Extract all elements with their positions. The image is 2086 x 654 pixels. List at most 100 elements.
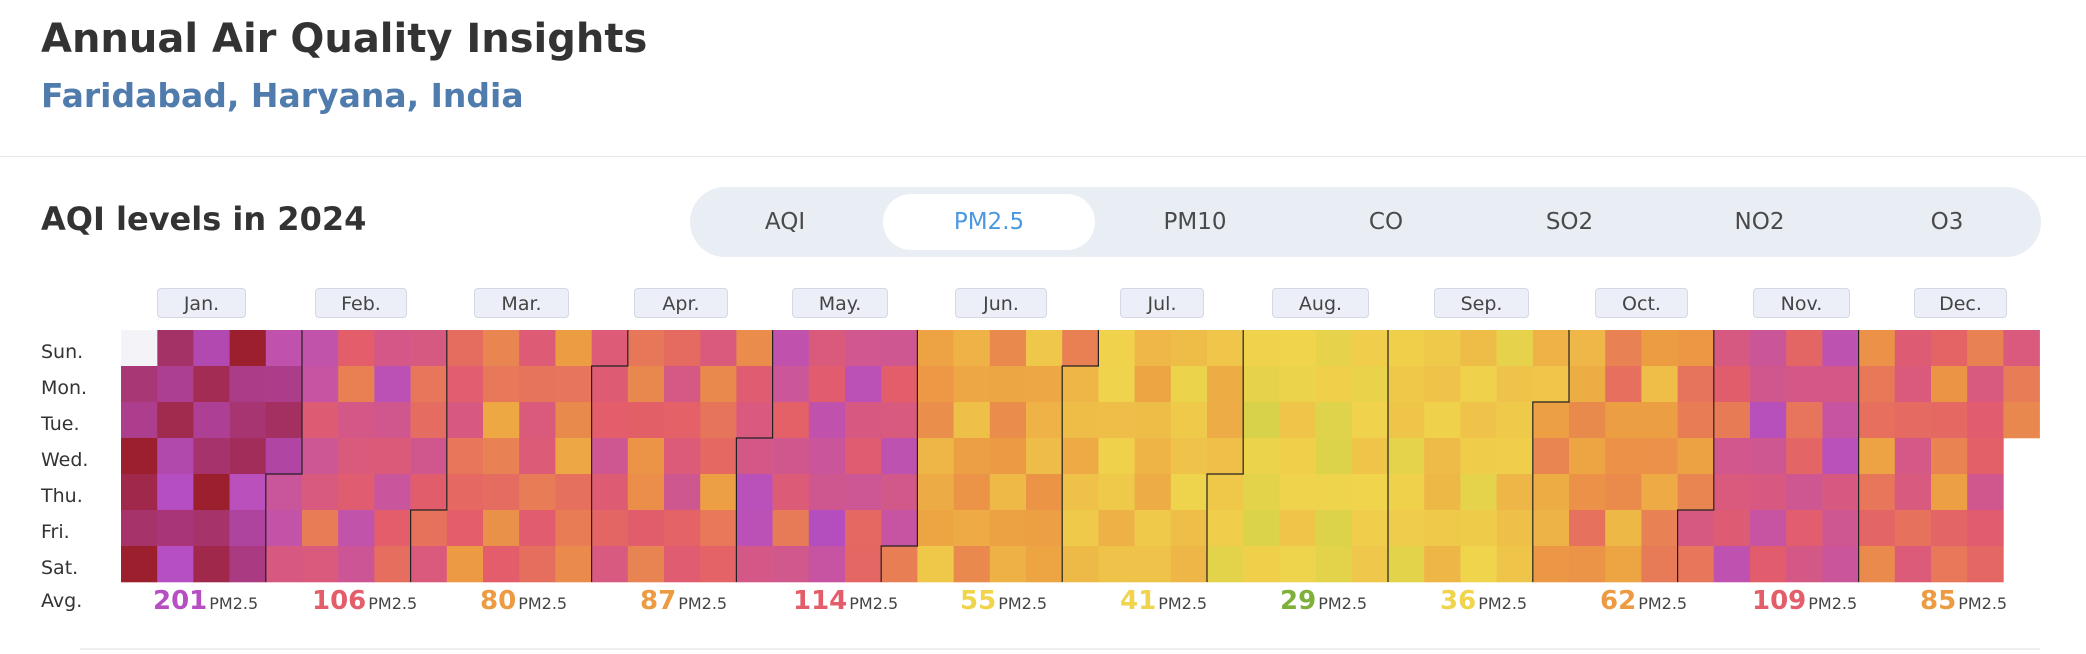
heatmap-cell [989, 474, 1027, 511]
heatmap-cell [808, 510, 846, 547]
heatmap-cell [157, 366, 194, 403]
bottom-divider [80, 648, 2040, 650]
heatmap-cell [772, 402, 810, 439]
heatmap-cell [1786, 330, 1823, 367]
avg-value: 114 [793, 586, 848, 616]
avg-jun: 55 PM2.5 [960, 586, 1047, 616]
heatmap-cell [157, 402, 194, 439]
heatmap-cell [1134, 438, 1172, 475]
heatmap-cell [591, 546, 629, 583]
heatmap-cell [265, 474, 303, 511]
heatmap-cell [917, 546, 954, 583]
heatmap-cell [193, 330, 230, 367]
heatmap-cell [1750, 474, 1787, 511]
heatmap-cell [664, 546, 701, 583]
heatmap-cell [1388, 474, 1425, 511]
heatmap-cell [1532, 510, 1570, 547]
heatmap-cell [374, 402, 411, 439]
heatmap-cell [917, 402, 954, 439]
heatmap-cell [374, 510, 411, 547]
heatmap-cell [1858, 438, 1896, 475]
heatmap-cell [121, 510, 158, 547]
heatmap-cell [953, 402, 991, 439]
heatmap-cell [1388, 546, 1425, 583]
heatmap-cell [808, 330, 846, 367]
tab-no2[interactable]: NO2 [1734, 209, 1785, 235]
heatmap-cell [1750, 438, 1787, 475]
heatmap-cell [302, 510, 339, 547]
heatmap-cell [1026, 402, 1063, 439]
header-divider [0, 156, 2086, 157]
month-label-dec: Dec. [1914, 288, 2007, 318]
heatmap-cell [1750, 402, 1787, 439]
heatmap-cell [700, 510, 737, 547]
heatmap-cell [1858, 330, 1896, 367]
heatmap-cell [953, 438, 991, 475]
tab-pm10[interactable]: PM10 [1163, 209, 1227, 235]
heatmap-cell [1569, 438, 1606, 475]
heatmap-cell [1062, 402, 1099, 439]
heatmap-cell [1170, 510, 1208, 547]
heatmap-cell [1496, 546, 1534, 583]
heatmap-cell [917, 474, 954, 511]
heatmap-cell [1713, 330, 1751, 367]
heatmap-cell [1641, 438, 1678, 475]
avg-unit: PM2.5 [849, 594, 899, 613]
heatmap-cell [157, 474, 194, 511]
heatmap-cell [121, 402, 158, 439]
heatmap-cell [1677, 402, 1715, 439]
heatmap-cell [989, 366, 1027, 403]
heatmap-cell [1315, 510, 1353, 547]
heatmap-cell [1894, 474, 1932, 511]
heatmap-cell [483, 438, 520, 475]
heatmap-cell [2003, 402, 2040, 439]
month-boundary [1061, 330, 1100, 582]
tab-so2[interactable]: SO2 [1545, 209, 1594, 235]
heatmap-cell [1062, 438, 1099, 475]
heatmap-cell [193, 366, 230, 403]
heatmap-cell [664, 438, 701, 475]
heatmap-cell [1098, 510, 1135, 547]
heatmap-cell [1750, 546, 1787, 583]
heatmap-cell [1424, 330, 1461, 367]
heatmap-cell [229, 546, 267, 583]
heatmap-cell [917, 330, 954, 367]
heatmap-cell [338, 438, 375, 475]
heatmap-cell [591, 366, 629, 403]
heatmap-cell [736, 402, 773, 439]
heatmap-cell [1894, 330, 1932, 367]
heatmap-cell [664, 366, 701, 403]
tab-aqi[interactable]: AQI [764, 209, 806, 235]
heatmap-cell [1026, 438, 1063, 475]
heatmap-cell [1496, 402, 1534, 439]
avg-value: 201 [153, 586, 208, 616]
heatmap-cell [1894, 438, 1932, 475]
heatmap-cell [627, 330, 665, 367]
heatmap-cell [1460, 510, 1497, 547]
heatmap-cell [1351, 402, 1389, 439]
heatmap-cell [1931, 546, 1968, 583]
month-label-jan: Jan. [157, 288, 246, 318]
heatmap-cell [1460, 438, 1497, 475]
heatmap-cell [1424, 438, 1461, 475]
heatmap-cell [1931, 402, 1968, 439]
heatmap-cell [1388, 402, 1425, 439]
heatmap-cell [1279, 510, 1316, 547]
heatmap-cell [265, 330, 303, 367]
heatmap-cell [519, 510, 556, 547]
heatmap-cell [845, 330, 882, 367]
avg-value: 62 [1600, 586, 1637, 616]
heatmap-cell [1098, 474, 1135, 511]
heatmap-cell [1713, 402, 1751, 439]
avg-value: 41 [1120, 586, 1157, 616]
heatmap-cell [1243, 510, 1280, 547]
tab-co[interactable]: CO [1368, 209, 1404, 235]
tab-pm25[interactable]: PM2.5 [883, 194, 1095, 250]
heatmap-cell [302, 546, 339, 583]
heatmap-cell [229, 474, 267, 511]
heatmap-cell [555, 438, 592, 475]
heatmap-cell [1967, 366, 2004, 403]
aqi-heatmap [121, 330, 2040, 583]
tab-o3[interactable]: O3 [1930, 209, 1964, 235]
heatmap-cell [1062, 330, 1099, 367]
